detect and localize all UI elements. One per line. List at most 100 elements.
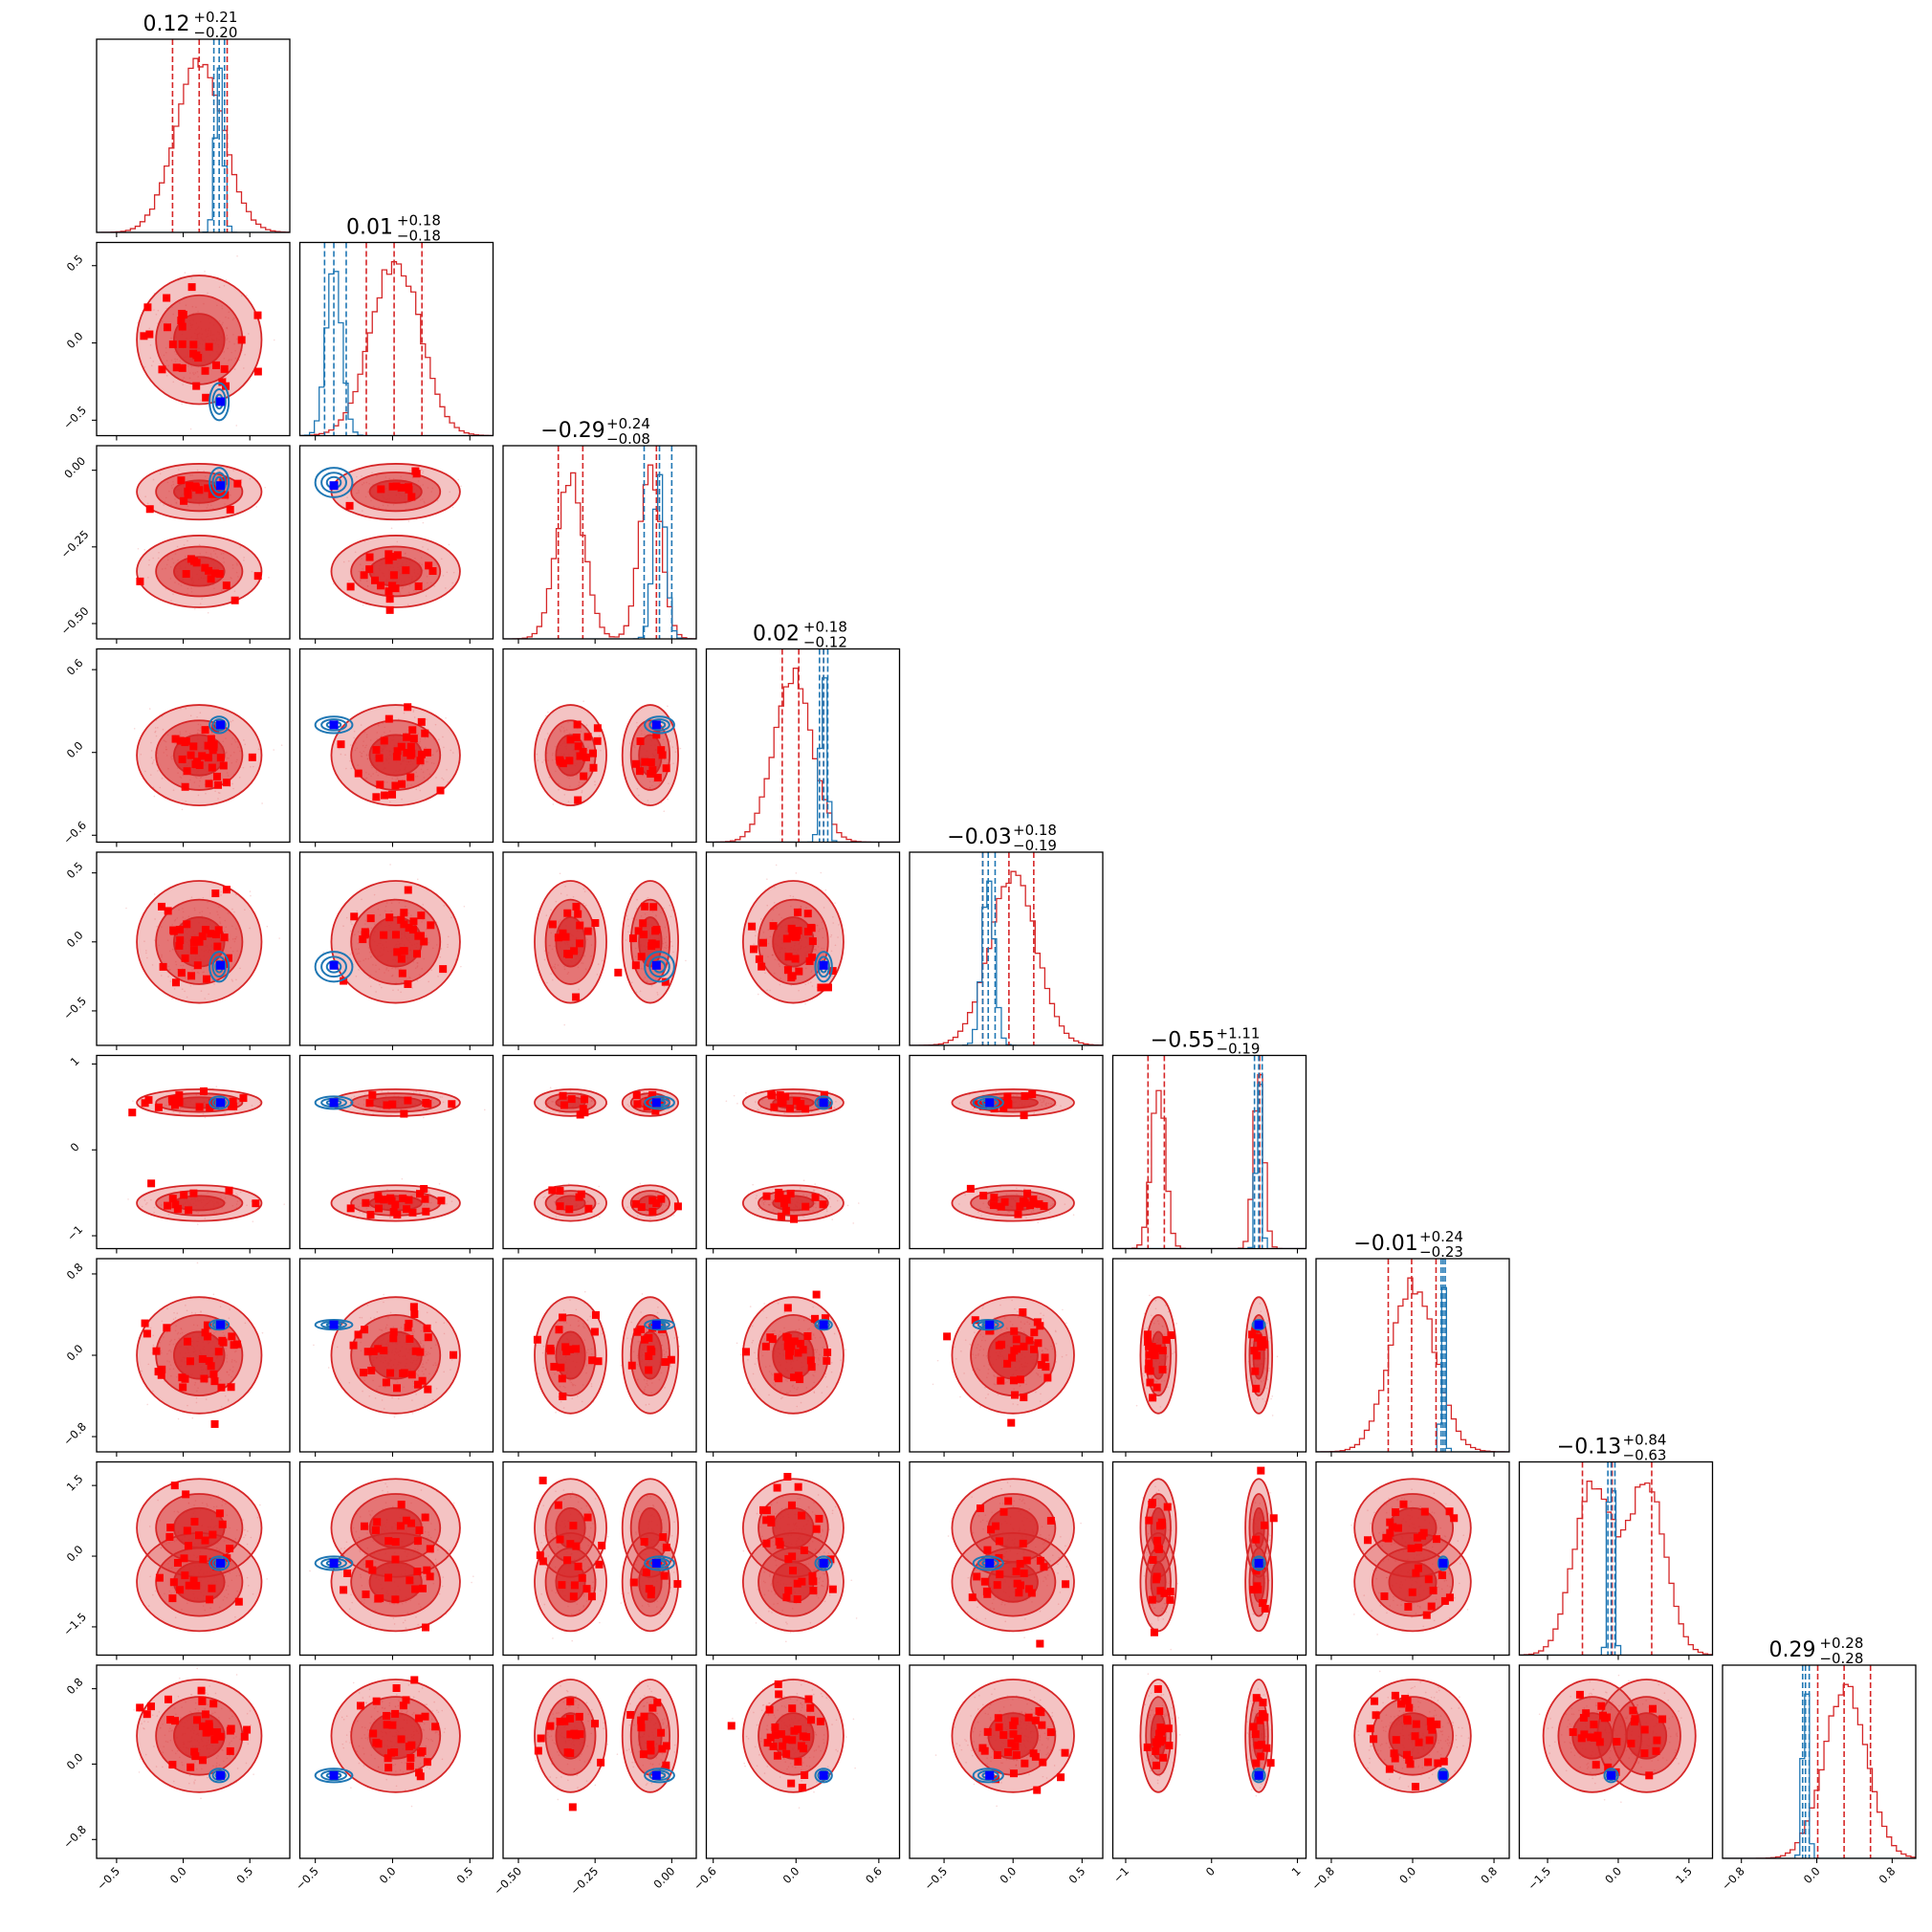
- truth-marker: [1438, 1558, 1448, 1568]
- panel-frame: [298, 1258, 494, 1453]
- panel-title-upper-8: +0.84: [1623, 1432, 1667, 1449]
- panel-frame: [96, 851, 291, 1046]
- truth-marker: [651, 1320, 661, 1329]
- x-tick-label-3-2: −0.25: [567, 1864, 601, 1898]
- scatter-panel-7-2: [298, 1258, 494, 1457]
- scatter-panel-7-1: −0.8 0.0 0.8: [60, 1258, 291, 1457]
- panel-title-lower-8: −0.63: [1623, 1447, 1667, 1464]
- scatter-panel-7-6: [1111, 1258, 1307, 1457]
- panel-title-lower-2: −0.18: [397, 228, 441, 245]
- histogram-panel-9: 0.29 +0.28−0.28: [1722, 1635, 1917, 1863]
- scatter-panel-8-4: [705, 1460, 901, 1660]
- histogram-panel-7: −0.01 +0.24−0.23: [1315, 1228, 1510, 1457]
- scatter-panel-8-2: [298, 1460, 494, 1660]
- x-tick-label-7-3: 0.8: [1478, 1864, 1500, 1886]
- x-tick-label-9-1: −0.8: [1719, 1864, 1747, 1893]
- panel-frame: [1111, 1460, 1307, 1657]
- panel-frame: [1518, 1460, 1714, 1657]
- histogram-b-5: [910, 880, 1103, 1045]
- panel-frame: [96, 445, 291, 640]
- truth-marker: [1607, 1770, 1616, 1780]
- histogram-b-7: [1316, 1286, 1509, 1452]
- panel-frame: [298, 851, 494, 1046]
- scatter-panel-3-2: [298, 445, 494, 644]
- panel-frame: [298, 241, 494, 437]
- panel-frame: [1518, 1664, 1714, 1859]
- truth-marker: [985, 1098, 995, 1108]
- histogram-a-7: [1316, 1277, 1509, 1452]
- y-tick-label-5-2: 0.0: [64, 929, 86, 951]
- x-tick-label-1-1: −0.5: [94, 1864, 122, 1893]
- panel-frame: [502, 851, 697, 1046]
- truth-marker: [819, 960, 828, 970]
- histogram-a-5: [910, 870, 1103, 1045]
- y-tick-label-7-1: −0.8: [60, 1419, 89, 1448]
- panel-frame: [705, 648, 901, 844]
- scatter-panel-5-4: [705, 851, 901, 1050]
- truth-marker: [1438, 1770, 1448, 1780]
- y-tick-label-2-3: 0.5: [64, 252, 86, 274]
- panel-title-upper-9: +0.28: [1819, 1635, 1863, 1652]
- truth-marker: [329, 1098, 339, 1108]
- y-tick-label-9-3: 0.8: [64, 1675, 86, 1697]
- x-tick-label-8-2: 0.0: [1602, 1864, 1624, 1886]
- truth-marker: [329, 481, 339, 491]
- panel-frame: [909, 1460, 1104, 1657]
- scatter-panel-4-2: [298, 648, 494, 847]
- histogram-b-6: [1112, 1084, 1306, 1249]
- histogram-a-9: [1723, 1683, 1916, 1858]
- scatter-panel-9-3: [502, 1664, 697, 1863]
- panel-title-lower-6: −0.19: [1217, 1041, 1261, 1058]
- panel-frame: [298, 445, 494, 640]
- panel-title-upper-6: +1.11: [1217, 1025, 1261, 1043]
- scatter-panel-8-5: [909, 1460, 1104, 1660]
- panel-frame: [1722, 1664, 1917, 1859]
- y-tick-label-8-2: 0.0: [64, 1543, 86, 1565]
- panel-frame: [298, 1054, 494, 1250]
- histogram-b-2: [299, 271, 494, 436]
- panel-frame: [705, 1460, 901, 1657]
- y-tick-label-2-1: −0.5: [60, 404, 89, 432]
- truth-marker: [216, 960, 226, 970]
- panel-frame: [96, 38, 291, 233]
- panel-title-lower-7: −0.23: [1419, 1243, 1463, 1261]
- x-tick-label-9-2: 0.0: [1801, 1864, 1823, 1886]
- scatter-panel-6-3: [502, 1054, 697, 1254]
- x-tick-label-4-2: 0.0: [780, 1864, 802, 1886]
- truth-marker: [216, 1098, 226, 1108]
- panel-frame: [1111, 1664, 1307, 1859]
- panel-frame: [96, 1054, 291, 1250]
- y-tick-label-4-2: 0.0: [64, 738, 86, 760]
- panel-title-median-7: −0.01: [1353, 1232, 1417, 1256]
- panel-title-median-6: −0.55: [1151, 1029, 1215, 1053]
- panel-frame: [705, 851, 901, 1046]
- panel-frame: [502, 445, 697, 640]
- y-tick-label-3-3: 0.00: [61, 454, 88, 481]
- y-tick-label-5-3: 0.5: [64, 859, 86, 881]
- truth-marker: [985, 1558, 995, 1568]
- truth-marker: [216, 481, 226, 491]
- x-tick-label-2-3: 0.5: [454, 1864, 476, 1886]
- truth-marker: [329, 720, 339, 730]
- truth-marker: [1254, 1558, 1263, 1568]
- scatter-panel-9-5: [909, 1664, 1104, 1863]
- panel-frame: [909, 1258, 1104, 1453]
- x-tick-label-6-3: 1: [1289, 1864, 1304, 1878]
- y-tick-label-9-1: −0.8: [60, 1823, 89, 1852]
- scatter-panel-9-4: [705, 1664, 901, 1863]
- histogram-panel-5: −0.03 +0.18−0.19: [909, 822, 1104, 1050]
- panel-title-upper-4: +0.18: [803, 619, 847, 636]
- panel-title-lower-3: −0.08: [606, 430, 650, 448]
- histogram-a-6: [1112, 1074, 1306, 1249]
- scatter-panel-3-1: −0.50 −0.25 0.00: [58, 445, 291, 644]
- y-tick-label-2-2: 0.0: [64, 329, 86, 351]
- y-tick-label-8-1: −1.5: [60, 1610, 89, 1638]
- y-tick-label-6-2: 0: [68, 1140, 82, 1154]
- scatter-panel-7-3: [502, 1258, 697, 1457]
- panel-frame: [96, 648, 291, 844]
- histogram-panel-6: −0.55 +1.11−0.19: [1111, 1025, 1307, 1254]
- y-tick-label-4-3: 0.6: [64, 656, 86, 678]
- histogram-panel-2: 0.01 +0.18−0.18: [298, 212, 494, 441]
- truth-marker: [651, 1770, 661, 1780]
- y-tick-label-8-3: 1.5: [64, 1472, 86, 1494]
